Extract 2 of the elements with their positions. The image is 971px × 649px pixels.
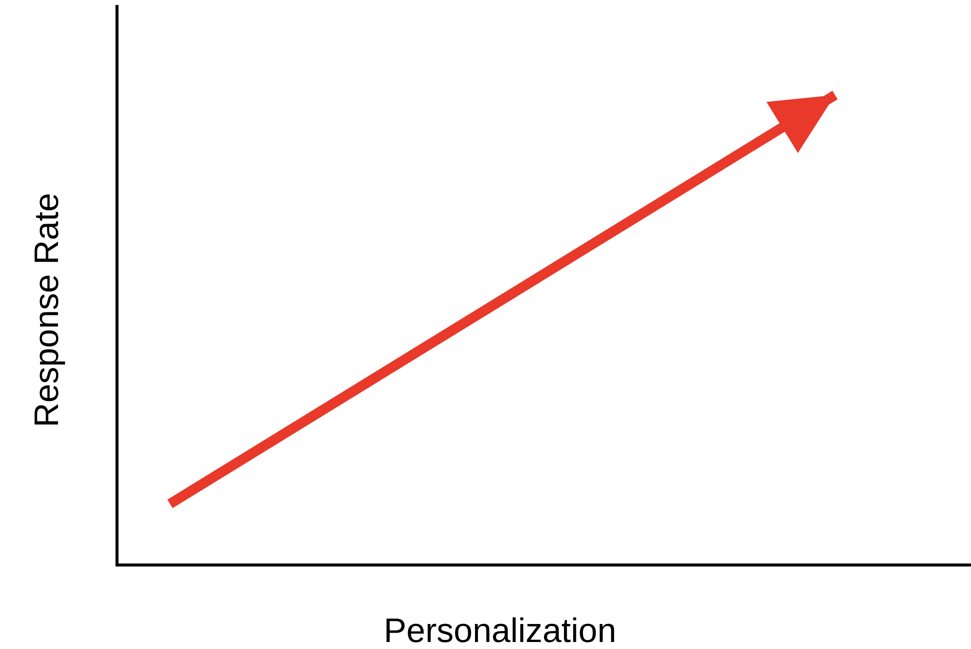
y-axis-title: Response Rate xyxy=(28,192,66,428)
x-axis-title: Personalization xyxy=(384,612,616,649)
